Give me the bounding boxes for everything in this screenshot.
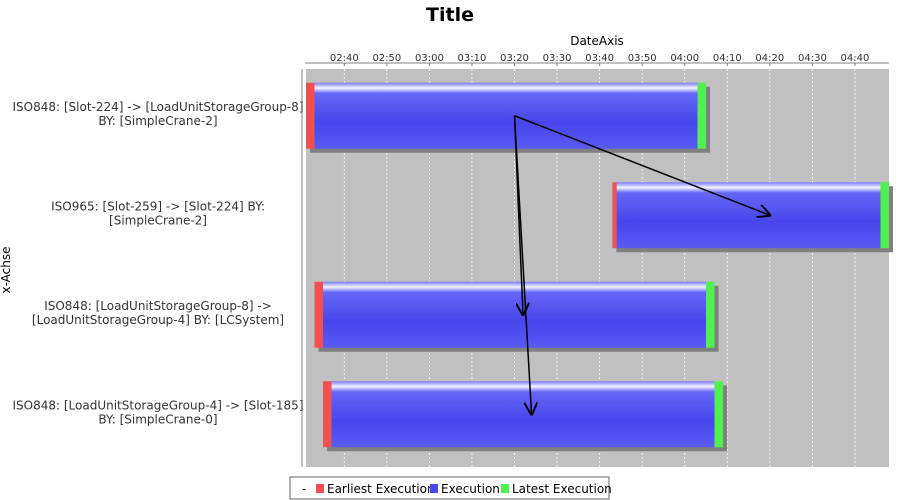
x-tick-label: 04:20: [755, 53, 784, 64]
x-axis-title: DateAxis: [570, 34, 624, 48]
category-label-line: BY: [SimpleCrane-0]: [98, 412, 217, 426]
task-bar-group: [612, 182, 893, 253]
category-label-line: [SimpleCrane-2]: [109, 213, 207, 227]
x-tick-label: 03:10: [458, 53, 487, 64]
category-label-line: BY: [SimpleCrane-2]: [98, 114, 217, 128]
legend-swatch: [501, 484, 509, 493]
x-tick-label: 04:00: [670, 53, 699, 64]
dependency-arrows: [513, 115, 770, 415]
category-label: ISO965: [Slot-259] -> [Slot-224] BY: [Sim…: [51, 199, 265, 227]
chart-title: Title: [426, 4, 474, 26]
legend-label: Execution: [441, 482, 500, 496]
dependency-arrow: [513, 115, 532, 415]
latest-execution-bar: [706, 281, 715, 348]
x-tick-label: 03:40: [585, 53, 614, 64]
x-axis-ticks: 02:40 02:50 03:00 03:10 03:20 03:30 03:40 03:50…: [330, 53, 869, 66]
x-tick-label: 03:00: [415, 53, 444, 64]
x-tick-label: 03:30: [543, 53, 572, 64]
x-tick-label: 04:30: [798, 53, 827, 64]
legend: - Earliest Execution Execution Latest Exec…: [289, 476, 612, 500]
category-label: ISO848: [Slot-224] -> [LoadUnitStorageGr…: [13, 100, 304, 128]
legend-label: Latest Execution: [512, 482, 612, 496]
latest-execution-bar: [714, 381, 724, 448]
task-bar-group: [306, 82, 711, 153]
earliest-execution-bar: [612, 182, 617, 249]
execution-bar: [331, 381, 715, 448]
y-axis-title: x-Achse: [0, 246, 13, 293]
latest-execution-bar: [880, 182, 889, 249]
earliest-execution-bar: [306, 82, 315, 149]
category-label-line: ISO848: [LoadUnitStorageGroup-8] ->: [44, 299, 272, 313]
x-tick-label: 04:40: [841, 53, 870, 64]
earliest-execution-bar: [314, 281, 324, 348]
category-label: ISO848: [LoadUnitStorageGroup-4] -> [Slo…: [13, 398, 304, 426]
category-label: ISO848: [LoadUnitStorageGroup-8] -> [Load…: [32, 299, 284, 327]
earliest-execution-bar: [323, 381, 332, 448]
task-bar-group: [314, 281, 719, 352]
x-tick-label: 03:50: [628, 53, 657, 64]
legend-box: [289, 476, 610, 500]
task-bar-group: [323, 381, 728, 452]
execution-bar: [314, 82, 698, 149]
legend-swatch: [430, 484, 438, 493]
x-tick-label: 03:20: [500, 53, 529, 64]
category-label-line: ISO848: [LoadUnitStorageGroup-4] -> [Slo…: [13, 398, 304, 412]
category-labels: ISO848: [Slot-224] -> [LoadUnitStorageGr…: [13, 100, 304, 427]
execution-bar: [616, 182, 881, 249]
legend-label: Earliest Execution: [327, 482, 435, 496]
category-label-line: ISO965: [Slot-259] -> [Slot-224] BY:: [51, 199, 265, 213]
legend-swatch: [316, 484, 324, 493]
x-tick-label: 04:10: [713, 53, 742, 64]
task-bars: [306, 82, 893, 452]
legend-prefix: -: [302, 482, 306, 496]
x-tick-label: 02:40: [330, 53, 359, 64]
x-tick-label: 02:50: [372, 53, 401, 64]
latest-execution-bar: [697, 82, 707, 149]
dependency-arrow: [514, 115, 770, 216]
category-label-line: [LoadUnitStorageGroup-4] BY: [LCSystem]: [32, 313, 284, 327]
category-label-line: ISO848: [Slot-224] -> [LoadUnitStorageGr…: [13, 100, 304, 114]
execution-bar: [323, 281, 707, 348]
